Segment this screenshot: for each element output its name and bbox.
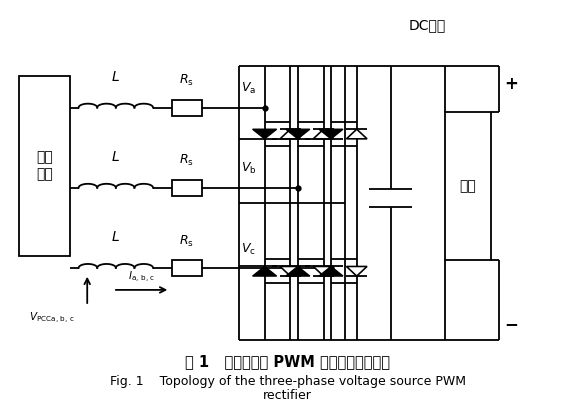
Polygon shape bbox=[280, 266, 301, 276]
Polygon shape bbox=[252, 129, 277, 139]
Bar bbox=[18, 75, 70, 256]
Text: 负荷: 负荷 bbox=[459, 179, 476, 193]
Text: $V_{\rm c}$: $V_{\rm c}$ bbox=[240, 241, 255, 257]
Text: rectifier: rectifier bbox=[263, 389, 312, 402]
Polygon shape bbox=[280, 129, 301, 139]
Polygon shape bbox=[313, 129, 334, 139]
Polygon shape bbox=[313, 266, 334, 276]
Bar bbox=[171, 260, 202, 276]
Text: 图 1   三相电压型 PWM 整流器的拓扑结构: 图 1 三相电压型 PWM 整流器的拓扑结构 bbox=[185, 354, 390, 369]
Text: $V_{\rm PCCa,\,b,\,c}$: $V_{\rm PCCa,\,b,\,c}$ bbox=[29, 311, 75, 326]
Text: $L$: $L$ bbox=[112, 70, 120, 83]
Text: +: + bbox=[504, 75, 518, 92]
Text: $R_{\rm s}$: $R_{\rm s}$ bbox=[179, 153, 194, 168]
Text: $R_{\rm s}$: $R_{\rm s}$ bbox=[179, 73, 194, 88]
Polygon shape bbox=[252, 266, 277, 276]
Text: 交流
电网: 交流 电网 bbox=[36, 151, 53, 181]
Polygon shape bbox=[347, 266, 367, 276]
Text: Fig. 1    Topology of the three-phase voltage source PWM: Fig. 1 Topology of the three-phase volta… bbox=[109, 375, 466, 388]
Text: $V_{\rm b}$: $V_{\rm b}$ bbox=[240, 162, 256, 177]
Text: $L$: $L$ bbox=[112, 150, 120, 164]
Polygon shape bbox=[347, 129, 367, 139]
Bar bbox=[171, 100, 202, 115]
Bar bbox=[171, 180, 202, 196]
Polygon shape bbox=[319, 129, 343, 139]
Text: −: − bbox=[504, 315, 518, 333]
Text: $I_{\rm a,\,b,\,c}$: $I_{\rm a,\,b,\,c}$ bbox=[128, 270, 155, 285]
Bar bbox=[445, 112, 490, 260]
Text: DC母线: DC母线 bbox=[409, 19, 446, 32]
Text: $R_{\rm s}$: $R_{\rm s}$ bbox=[179, 234, 194, 249]
Text: $V_{\rm a}$: $V_{\rm a}$ bbox=[240, 81, 256, 96]
Polygon shape bbox=[286, 129, 310, 139]
Polygon shape bbox=[286, 266, 310, 276]
Polygon shape bbox=[319, 266, 343, 276]
Text: $L$: $L$ bbox=[112, 230, 120, 244]
